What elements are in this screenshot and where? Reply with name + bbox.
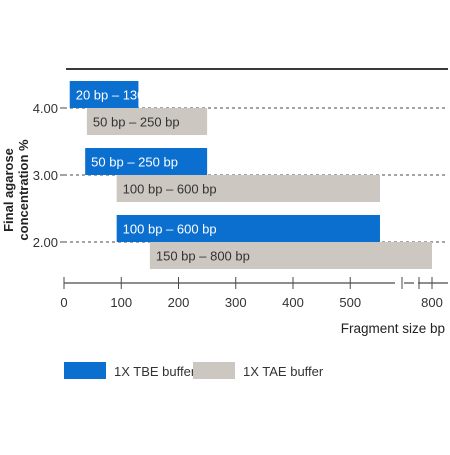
y-tick-label: 4.00 [33, 101, 58, 116]
y-axis: 4.00 3.00 2.00 [33, 101, 64, 250]
x-tick-label: 800 [421, 295, 443, 310]
y-tick-label: 3.00 [33, 168, 58, 183]
bars: 20 bp – 130 bp 50 bp – 250 bp 100 bp – 600… [69, 81, 432, 269]
range-bar [85, 148, 208, 175]
legend: 1X TBE buffer 1X TAE buffer [64, 362, 324, 379]
x-tick-label: 500 [339, 295, 361, 310]
range-bar [149, 242, 432, 269]
legend-swatch [64, 362, 106, 379]
x-axis: 0 100 200 300 400 500 800 [60, 277, 448, 310]
range-bar-label: 50 bp – 250 bp [91, 155, 178, 170]
range-bar-label: 100 bp – 600 bp [123, 222, 217, 237]
range-bar-label: 150 bp – 800 bp [156, 249, 250, 264]
x-axis-title: Fragment size bp [341, 321, 445, 336]
range-bar [69, 81, 139, 108]
legend-label: 1X TBE buffer [114, 364, 196, 379]
range-bar-label: 50 bp – 250 bp [93, 115, 180, 130]
x-tick-label: 400 [282, 295, 304, 310]
y-tick-label: 2.00 [33, 235, 58, 250]
y-axis-title-line-2: concentration % [16, 139, 31, 241]
axis-titles: Fragment size bp Final agarose concentrati… [1, 139, 445, 336]
y-axis-title-line-1: Final agarose [1, 148, 16, 232]
x-tick-label: 0 [60, 295, 67, 310]
range-bar [116, 215, 380, 242]
legend-label: 1X TAE buffer [243, 364, 324, 379]
range-bar [116, 175, 380, 202]
range-bar-label: 100 bp – 600 bp [123, 182, 217, 197]
x-tick-label: 200 [168, 295, 190, 310]
legend-swatch [193, 362, 235, 379]
range-bar [86, 108, 208, 135]
range-bar-label: 20 bp – 130 bp [76, 88, 163, 103]
x-tick-label: 300 [225, 295, 247, 310]
x-tick-label: 100 [110, 295, 132, 310]
